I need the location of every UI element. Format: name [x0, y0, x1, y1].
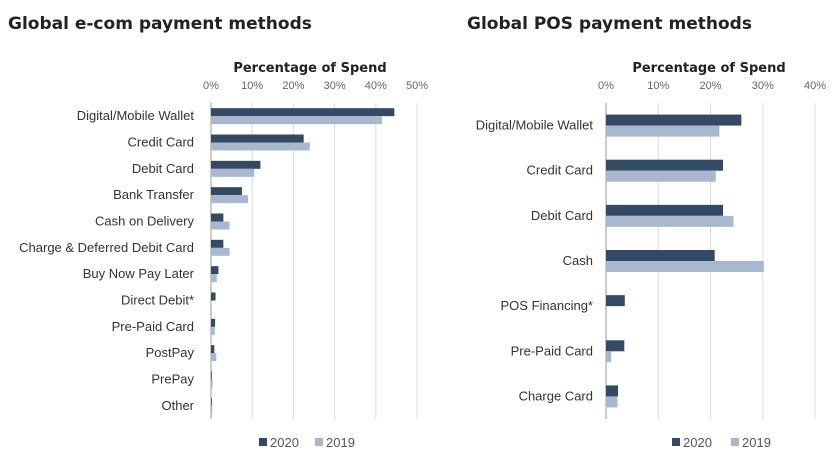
pos-category-label: Charge Card [519, 388, 593, 403]
pos-bar-2020-debit-card [606, 204, 724, 216]
ecom-category-label: Credit Card [128, 135, 194, 150]
ecom-bar-2019-credit-card [211, 142, 310, 151]
ecom-bar-2019-digital-mobile-wallet [211, 116, 382, 125]
pos-bar-2019-cash [606, 261, 764, 272]
pos-legend-label-2019: 2019 [742, 435, 771, 450]
pos-x-axis-title: Percentage of Spend [632, 61, 785, 76]
ecom-bar-2019-postpay [211, 353, 217, 362]
ecom-plot-area: 0% 10% 20% 30% 40% 50% Digital/Mobile Wallet Cr… [19, 80, 428, 419]
ecom-bar-2019-bank-transfer [211, 195, 249, 204]
ecom-category-label: Buy Now Pay Later [83, 266, 195, 281]
pos-x-tick-label: 40% [804, 80, 826, 92]
ecom-category-label: PrePay [151, 372, 194, 387]
pos-bar-2019-digital-mobile-wallet [606, 125, 720, 137]
ecom-bar-2020-debit-card [211, 160, 261, 169]
pos-bar-2020-pre-paid-card [606, 340, 625, 352]
ecom-chart-title: Global e-com payment methods [8, 14, 312, 34]
pos-bar-2020-charge-card [606, 385, 619, 397]
ecom-bar-2019-other [211, 405, 213, 414]
ecom-bar-2019-debit-card [211, 168, 255, 177]
ecom-bar-2019-buy-now-pay-later [211, 274, 217, 283]
pos-category-label: Debit Card [531, 208, 593, 223]
pos-legend-swatch-2019 [731, 438, 739, 446]
ecom-bar-2019-prepay [211, 379, 213, 388]
ecom-category-label: Cash on Delivery [95, 214, 194, 229]
ecom-bar-2020-other [211, 397, 212, 406]
ecom-category-label: Bank Transfer [113, 187, 195, 202]
pos-legend: 2020 2019 [672, 435, 771, 450]
pos-category-label: Cash [563, 253, 593, 268]
ecom-bar-2020-cash-on-delivery [211, 213, 224, 222]
pos-bar-2019-charge-card [606, 396, 618, 408]
ecom-legend-label-2020: 2020 [270, 435, 299, 450]
pos-x-tick-label: 20% [699, 80, 721, 92]
ecom-bar-2020-credit-card [211, 134, 304, 143]
pos-plot-area: 0% 10% 20% 30% 40% Digital/Mobile Wallet Credi… [476, 80, 826, 419]
ecom-legend-swatch-2019 [315, 438, 323, 446]
pos-legend-label-2020: 2020 [683, 435, 712, 450]
ecom-category-label: Debit Card [132, 161, 194, 176]
pos-bar-2019-pre-paid-card [606, 351, 612, 363]
ecom-bar-2020-postpay [211, 345, 215, 354]
ecom-x-tick-label: 40% [365, 80, 387, 92]
ecom-legend: 2020 2019 [259, 435, 355, 450]
ecom-bar-2020-charge-deferred-debit-card [211, 239, 224, 248]
ecom-x-tick-label: 50% [406, 80, 428, 92]
ecom-legend-label-2019: 2019 [326, 435, 355, 450]
ecom-category-label: Pre-Paid Card [112, 319, 194, 334]
ecom-bar-2019-pre-paid-card [211, 326, 215, 335]
pos-bar-2020-pos-financing [606, 295, 625, 307]
ecom-bar-2020-digital-mobile-wallet [211, 108, 395, 117]
pos-bar-2020-credit-card [606, 159, 724, 171]
ecom-bar-2019-charge-deferred-debit-card [211, 247, 230, 256]
pos-bar-2020-digital-mobile-wallet [606, 114, 742, 126]
ecom-category-label: Digital/Mobile Wallet [77, 108, 195, 123]
ecom-legend-swatch-2020 [259, 438, 267, 446]
ecom-bar-2020-prepay [211, 371, 212, 380]
ecom-bar-2020-bank-transfer [211, 187, 242, 196]
pos-x-tick-label: 10% [647, 80, 669, 92]
ecom-bar-2019-cash-on-delivery [211, 221, 230, 230]
ecom-category-label: PostPay [146, 345, 195, 360]
pos-chart-title: Global POS payment methods [467, 14, 752, 34]
ecom-bar-2020-direct-debit [211, 292, 216, 301]
ecom-bar-2020-pre-paid-card [211, 318, 216, 327]
pos-category-label: POS Financing* [501, 298, 594, 313]
pos-bar-2019-credit-card [606, 170, 716, 182]
pos-category-label: Credit Card [527, 163, 593, 178]
pos-category-label: Digital/Mobile Wallet [476, 118, 594, 133]
pos-legend-swatch-2020 [672, 438, 680, 446]
ecom-x-axis-title: Percentage of Spend [233, 61, 386, 76]
pos-x-tick-label: 30% [752, 80, 774, 92]
ecom-category-label: Direct Debit* [121, 293, 194, 308]
ecom-category-label: Other [161, 398, 194, 413]
ecom-category-label: Charge & Deferred Debit Card [19, 240, 194, 255]
pos-bar-2019-debit-card [606, 215, 734, 227]
pos-category-label: Pre-Paid Card [511, 343, 593, 358]
ecom-bar-2020-buy-now-pay-later [211, 266, 219, 275]
ecom-x-tick-label: 10% [241, 80, 263, 92]
pos-x-tick-label: 0% [598, 80, 614, 92]
ecom-x-tick-label: 0% [203, 80, 219, 92]
ecom-x-tick-label: 20% [282, 80, 304, 92]
pos-bar-2020-cash [606, 250, 715, 261]
ecom-x-tick-label: 30% [324, 80, 346, 92]
